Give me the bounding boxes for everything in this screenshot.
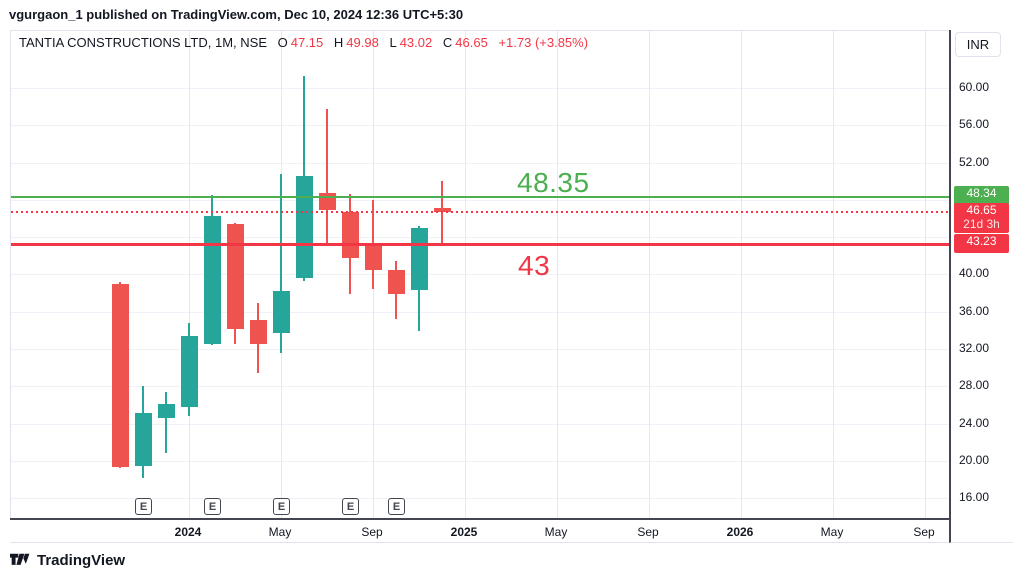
price-tick-label: 56.00 <box>959 117 990 132</box>
horizontal-gridline <box>11 274 949 276</box>
horizontal-gridline <box>11 460 949 462</box>
earnings-marker[interactable]: E <box>388 498 405 515</box>
horizontal-gridline <box>11 423 949 425</box>
time-tick-label: May <box>544 525 568 539</box>
price-tick-label: 16.00 <box>959 490 990 504</box>
candle-body <box>342 211 359 258</box>
ohlc-high-value: 49.98 <box>346 35 379 50</box>
candle-body <box>204 215 221 345</box>
candle-body <box>158 403 175 418</box>
candle-body <box>135 413 152 467</box>
vertical-gridline <box>465 31 466 518</box>
vertical-gridline <box>741 31 742 518</box>
currency-button[interactable]: INR <box>955 32 1001 57</box>
ohlc-open-value: 47.15 <box>290 35 324 50</box>
price-tick-label: 24.00 <box>959 415 990 430</box>
candle-body <box>250 320 267 345</box>
time-tick-label: 2026 <box>726 525 754 539</box>
resistance-text-annotation: 48.35 <box>517 167 590 198</box>
support-text-annotation: 43 <box>518 250 551 281</box>
time-tick-label: May <box>268 525 292 539</box>
price-tick-label: 60.00 <box>959 80 990 94</box>
vertical-gridline <box>833 31 834 518</box>
support-price-badge: 43.23 <box>954 233 1009 253</box>
last-price-value: 46.65 <box>966 203 997 218</box>
horizontal-gridline <box>11 348 949 350</box>
time-axis[interactable]: 2024 May Sep 2025 May Sep 2026 May Sep <box>10 518 949 543</box>
change-value: +1.73 (+3.85%) <box>498 35 589 50</box>
horizontal-gridline <box>11 311 949 313</box>
price-tick-label: 28.00 <box>959 378 990 393</box>
candle-body <box>296 175 313 279</box>
price-tick-label: 36.00 <box>959 303 990 318</box>
earnings-marker[interactable]: E <box>135 498 152 515</box>
candle-body <box>365 246 382 270</box>
vertical-gridline <box>649 31 650 518</box>
time-tick-label: Sep <box>361 525 383 539</box>
time-tick-label: May <box>820 525 844 539</box>
horizontal-gridline <box>11 162 949 164</box>
tradingview-footer: TradingView <box>10 552 125 569</box>
symbol-legend: TANTIA CONSTRUCTIONS LTD, 1M, NSE O 47.15… <box>19 35 588 50</box>
horizontal-gridline <box>11 199 949 201</box>
vertical-gridline <box>189 31 190 518</box>
price-tick-label: 32.00 <box>959 340 990 355</box>
candle-wick <box>441 181 443 247</box>
candle-body <box>112 283 129 468</box>
horizontal-gridline <box>11 386 949 388</box>
candle-body <box>411 227 428 291</box>
ohlc-close-value: 46.65 <box>455 35 488 50</box>
horizontal-gridline <box>11 88 949 89</box>
chart-panel[interactable]: TANTIA CONSTRUCTIONS LTD, 1M, NSE O 47.15… <box>10 30 949 518</box>
candle-wick <box>326 109 328 247</box>
last-price-badge: 46.65 21d 3h <box>954 203 1009 234</box>
tradingview-brand-text: TradingView <box>37 552 126 569</box>
earnings-marker[interactable]: E <box>273 498 290 515</box>
symbol-name: TANTIA CONSTRUCTIONS LTD, 1M, NSE <box>19 35 267 50</box>
candle-wick <box>280 173 282 353</box>
price-tick-label: 20.00 <box>959 452 990 467</box>
time-tick-label: Sep <box>913 525 935 539</box>
ohlc-low-value: 43.02 <box>399 35 433 50</box>
ohlc-low-label: L <box>389 35 397 50</box>
resistance-line[interactable] <box>11 195 949 198</box>
candle-body <box>181 335 198 407</box>
vertical-gridline <box>557 31 558 518</box>
vertical-gridline <box>925 31 926 518</box>
price-axis[interactable]: INR 48.34 46.65 21d 3h 43.23 60.00 56.00 5… <box>949 30 1013 543</box>
resistance-price-badge: 48.34 <box>954 186 1009 206</box>
price-tick-label: 52.00 <box>959 154 990 169</box>
horizontal-gridline <box>11 125 949 127</box>
ohlc-high-label: H <box>333 35 344 50</box>
publish-attribution: vgurgaon_1 published on TradingView.com,… <box>9 7 464 22</box>
last-price-line <box>11 211 949 214</box>
time-tick-label: 2024 <box>174 525 202 539</box>
candle-body <box>434 207 451 213</box>
earnings-marker[interactable]: E <box>204 498 221 515</box>
axis-corner <box>949 518 1013 543</box>
ohlc-close-label: C <box>442 35 453 50</box>
horizontal-gridline <box>11 498 949 499</box>
bar-close-countdown: 21d 3h <box>963 217 1000 232</box>
ohlc-open-label: O <box>277 35 288 50</box>
candle-body <box>227 224 244 330</box>
horizontal-gridline <box>11 237 949 239</box>
earnings-marker[interactable]: E <box>342 498 359 515</box>
candle-body <box>273 291 290 333</box>
price-tick-label: 40.00 <box>959 266 990 281</box>
time-tick-label: Sep <box>637 525 659 539</box>
support-line[interactable] <box>11 242 949 246</box>
candle-wick <box>165 391 167 454</box>
time-tick-label: 2025 <box>450 525 478 539</box>
tradingview-logo-icon <box>10 553 30 569</box>
candle-body <box>388 269 405 294</box>
